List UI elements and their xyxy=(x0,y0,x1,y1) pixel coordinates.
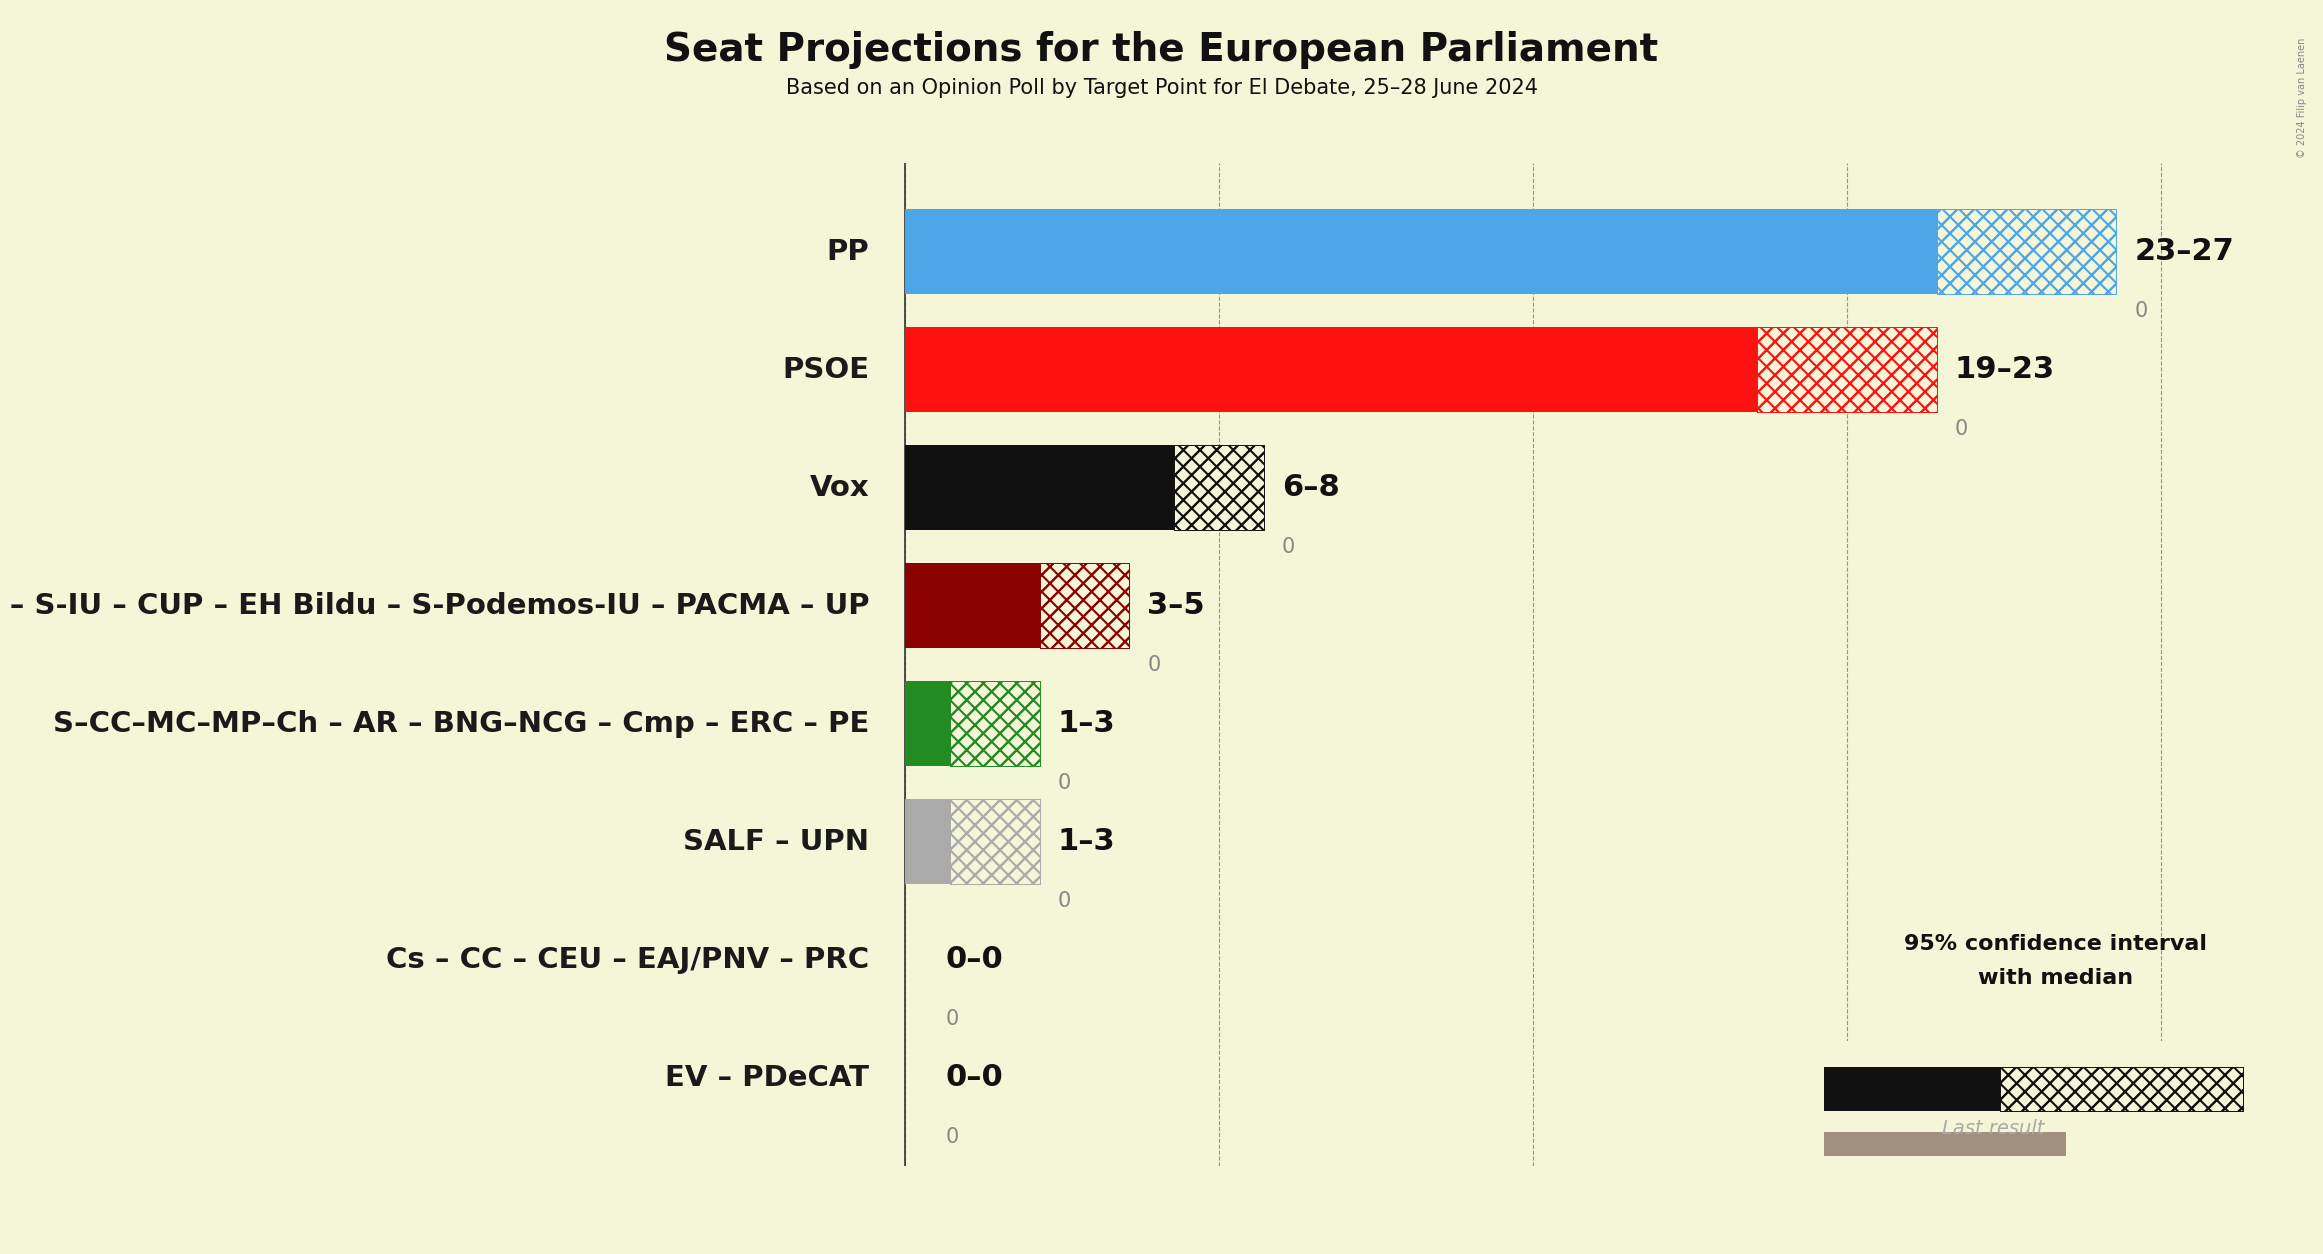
Bar xyxy=(950,681,1041,766)
Text: 0: 0 xyxy=(2135,301,2146,321)
Text: Cs – CC – CEU – EAJ/PNV – PRC: Cs – CC – CEU – EAJ/PNV – PRC xyxy=(386,946,869,973)
Bar xyxy=(906,681,950,766)
Bar xyxy=(1759,327,1937,413)
Text: 0: 0 xyxy=(1148,655,1162,675)
Bar xyxy=(950,799,1041,884)
Text: EV – PDeCAT: EV – PDeCAT xyxy=(664,1063,869,1092)
Bar xyxy=(950,681,1041,766)
Text: with median: with median xyxy=(1979,968,2133,988)
Bar xyxy=(906,209,1937,293)
Bar xyxy=(950,799,1041,884)
Text: 6–8: 6–8 xyxy=(1282,473,1340,502)
Bar xyxy=(1937,209,2116,293)
Text: 0: 0 xyxy=(945,1008,959,1028)
Bar xyxy=(1041,563,1129,648)
Text: PP: PP xyxy=(827,237,869,266)
Bar xyxy=(906,445,1175,530)
Bar xyxy=(2000,1067,2244,1111)
Text: SALF – UPN: SALF – UPN xyxy=(683,828,869,855)
Text: S–CC–MC–MP–Ch – AR – BNG–NCG – Cmp – ERC – PE: S–CC–MC–MP–Ch – AR – BNG–NCG – Cmp – ERC… xyxy=(53,710,869,737)
Text: PSOE: PSOE xyxy=(783,356,869,384)
Bar xyxy=(1175,445,1264,530)
Text: 0: 0 xyxy=(1057,890,1071,910)
Bar xyxy=(950,681,1041,766)
Text: Last result: Last result xyxy=(1942,1119,2044,1137)
Text: 0: 0 xyxy=(1282,537,1296,557)
Text: 95% confidence interval: 95% confidence interval xyxy=(1905,934,2207,954)
Bar xyxy=(906,327,1759,413)
Text: 1–3: 1–3 xyxy=(1057,828,1115,856)
Bar xyxy=(1041,563,1129,648)
Text: 0: 0 xyxy=(1956,419,1968,439)
Text: 0–0: 0–0 xyxy=(945,946,1004,974)
Bar xyxy=(2000,1067,2244,1111)
Bar xyxy=(1937,209,2116,293)
Bar xyxy=(1937,209,2116,293)
Text: 1–3: 1–3 xyxy=(1057,709,1115,739)
Text: © 2024 Filip van Laenen: © 2024 Filip van Laenen xyxy=(2297,38,2307,158)
Bar xyxy=(906,563,1041,648)
Text: 0–0: 0–0 xyxy=(945,1063,1004,1092)
Bar xyxy=(906,799,950,884)
Bar xyxy=(1759,327,1937,413)
Text: Seat Projections for the European Parliament: Seat Projections for the European Parlia… xyxy=(664,31,1659,69)
Bar xyxy=(1759,327,1937,413)
Text: Vox: Vox xyxy=(811,474,869,502)
Bar xyxy=(2000,1067,2244,1111)
Bar xyxy=(1175,445,1264,530)
Text: 3–5: 3–5 xyxy=(1148,591,1206,621)
Bar xyxy=(1175,445,1264,530)
Bar xyxy=(1824,1132,2067,1156)
Bar xyxy=(950,799,1041,884)
Text: Podemos – S-IU – CUP – EH Bildu – S-Podemos-IU – PACMA – UP: Podemos – S-IU – CUP – EH Bildu – S-Pode… xyxy=(0,592,869,619)
Text: 0: 0 xyxy=(945,1126,959,1146)
Bar xyxy=(1824,1067,2000,1111)
Bar xyxy=(1041,563,1129,648)
Text: 19–23: 19–23 xyxy=(1956,355,2056,384)
Text: 23–27: 23–27 xyxy=(2135,237,2235,266)
Text: 0: 0 xyxy=(1057,772,1071,793)
Text: Based on an Opinion Poll by Target Point for El Debate, 25–28 June 2024: Based on an Opinion Poll by Target Point… xyxy=(785,78,1538,98)
